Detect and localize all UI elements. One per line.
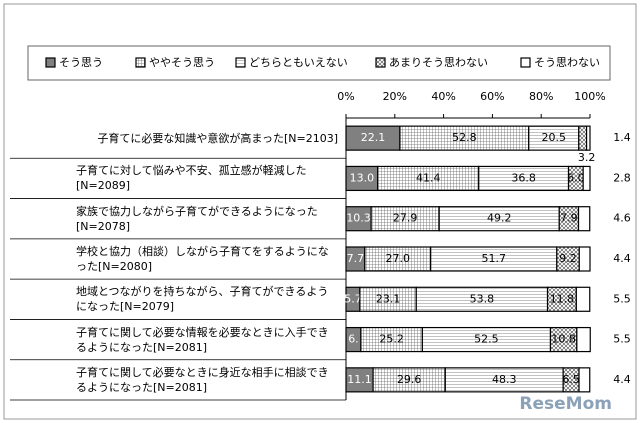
value-label: 5.5 (613, 292, 631, 305)
legend-swatch (235, 57, 246, 68)
value-label: 4.4 (613, 373, 631, 386)
bar-segment (576, 326, 591, 353)
value-label: 27.0 (385, 252, 410, 265)
value-label: 7.7 (347, 252, 365, 265)
value-label: 52.5 (474, 333, 499, 346)
category-text: 子育てに関して必要な情報を必要なときに入手できるようになった[N=2081] (76, 325, 329, 354)
value-label: 27.9 (393, 212, 418, 225)
value-label: 2.8 (613, 171, 631, 184)
category-label: 学校と協力（相談）しながら子育てをするようになった[N=2080] (10, 239, 338, 279)
bar-segment (345, 165, 379, 192)
bar-segment (399, 125, 530, 151)
legend-label: どちらともいえない (249, 56, 348, 69)
legend-swatch (520, 57, 531, 68)
x-tick-label: 40% (431, 90, 455, 103)
category-text: 家族で協力しながら子育てができるようになった[N=2078] (76, 204, 318, 233)
bar-segment (377, 165, 480, 192)
bar-segment (360, 326, 423, 353)
value-label: 6. (348, 333, 359, 346)
bar-segment (415, 286, 549, 312)
value-label: 41.4 (416, 171, 441, 184)
category-text: 子育てに関して必要なときに身近な相手に相談できるようになった[N=2081] (76, 365, 329, 394)
value-label: 4.4 (613, 252, 631, 265)
value-label: 29.6 (397, 373, 422, 386)
frame (3, 3, 637, 420)
bar-segment (364, 246, 432, 272)
bar-segment (370, 206, 440, 232)
legend-label: ややそう思う (149, 56, 215, 69)
value-label: 10.3 (346, 212, 371, 225)
x-tick-label: 20% (383, 90, 407, 103)
bar-segment (575, 286, 591, 312)
bar-segment (528, 125, 580, 151)
bar-segment (582, 165, 591, 192)
bar-segment (438, 206, 560, 232)
category-label: 子育てに必要な知識や意欲が高まった[N=2103] (10, 118, 338, 158)
category-label: 家族で協力しながら子育てができるようになった[N=2078] (10, 199, 338, 239)
value-label: 25.2 (379, 333, 404, 346)
bar-segment (345, 367, 374, 393)
value-label: 6.0 (567, 171, 585, 184)
category-label: 子育てに対して悩みや不安、孤立感が軽減した[N=2089] (10, 158, 338, 198)
bar-segment (430, 246, 558, 272)
value-label: 53.8 (470, 292, 495, 305)
bar-segment (345, 125, 401, 151)
legend-label: そう思わない (534, 56, 600, 69)
value-label: 4.6 (613, 212, 631, 225)
value-label: 11.1 (347, 373, 372, 386)
x-tick-label: 0% (337, 90, 354, 103)
bar-segment (578, 246, 591, 272)
value-label: 22.1 (361, 131, 386, 144)
value-label: 10.8 (551, 333, 576, 346)
value-label: 6.5 (562, 373, 580, 386)
value-label: 7.9 (560, 212, 578, 225)
legend-swatch (135, 57, 146, 68)
bar-segment (578, 125, 588, 151)
legend-box (27, 45, 611, 81)
value-label: 13.0 (350, 171, 375, 184)
value-label: 52.8 (452, 131, 477, 144)
category-text: 子育てに必要な知識や意欲が高まった[N=2103] (97, 131, 338, 145)
value-label: 5.7 (344, 292, 362, 305)
value-label: 3.2 (578, 151, 596, 164)
category-label: 地域とつながりを持ちながら、子育てができるようになった[N=2079] (10, 279, 338, 319)
value-label: 20.5 (542, 131, 567, 144)
x-tick-label: 60% (480, 90, 504, 103)
value-label: 51.7 (481, 252, 506, 265)
bar-segment (421, 326, 552, 353)
category-text: 地域とつながりを持ちながら、子育てができるようになった[N=2079] (76, 285, 329, 314)
value-label: 49.2 (487, 212, 512, 225)
legend-swatch (45, 57, 56, 68)
category-label: 子育てに関して必要な情報を必要なときに入手できるようになった[N=2081] (10, 319, 338, 359)
bar-segment (577, 206, 591, 232)
legend-swatch (375, 57, 386, 68)
value-label: 36.8 (511, 171, 536, 184)
bar-segment (578, 367, 591, 393)
legend-label: あまりそう思わない (389, 56, 488, 69)
category-text: 学校と協力（相談）しながら子育てをするようになった[N=2080] (76, 244, 329, 273)
x-tick-label: 100% (574, 90, 605, 103)
value-label: 48.3 (492, 373, 517, 386)
bar-segment (444, 367, 564, 393)
value-label: 23.1 (376, 292, 401, 305)
category-label: 子育てに関して必要なときに身近な相手に相談できるようになった[N=2081] (10, 360, 338, 400)
bar-segment (585, 125, 591, 151)
value-label: 5.5 (613, 333, 631, 346)
value-label: 1.4 (613, 131, 631, 144)
category-text: 子育てに対して悩みや不安、孤立感が軽減した[N=2089] (76, 164, 307, 193)
x-tick-label: 80% (529, 90, 553, 103)
value-label: 9.2 (559, 252, 577, 265)
legend-label: そう思う (59, 56, 103, 69)
value-label: 11.8 (550, 292, 575, 305)
watermark: ReseMom (519, 394, 612, 414)
